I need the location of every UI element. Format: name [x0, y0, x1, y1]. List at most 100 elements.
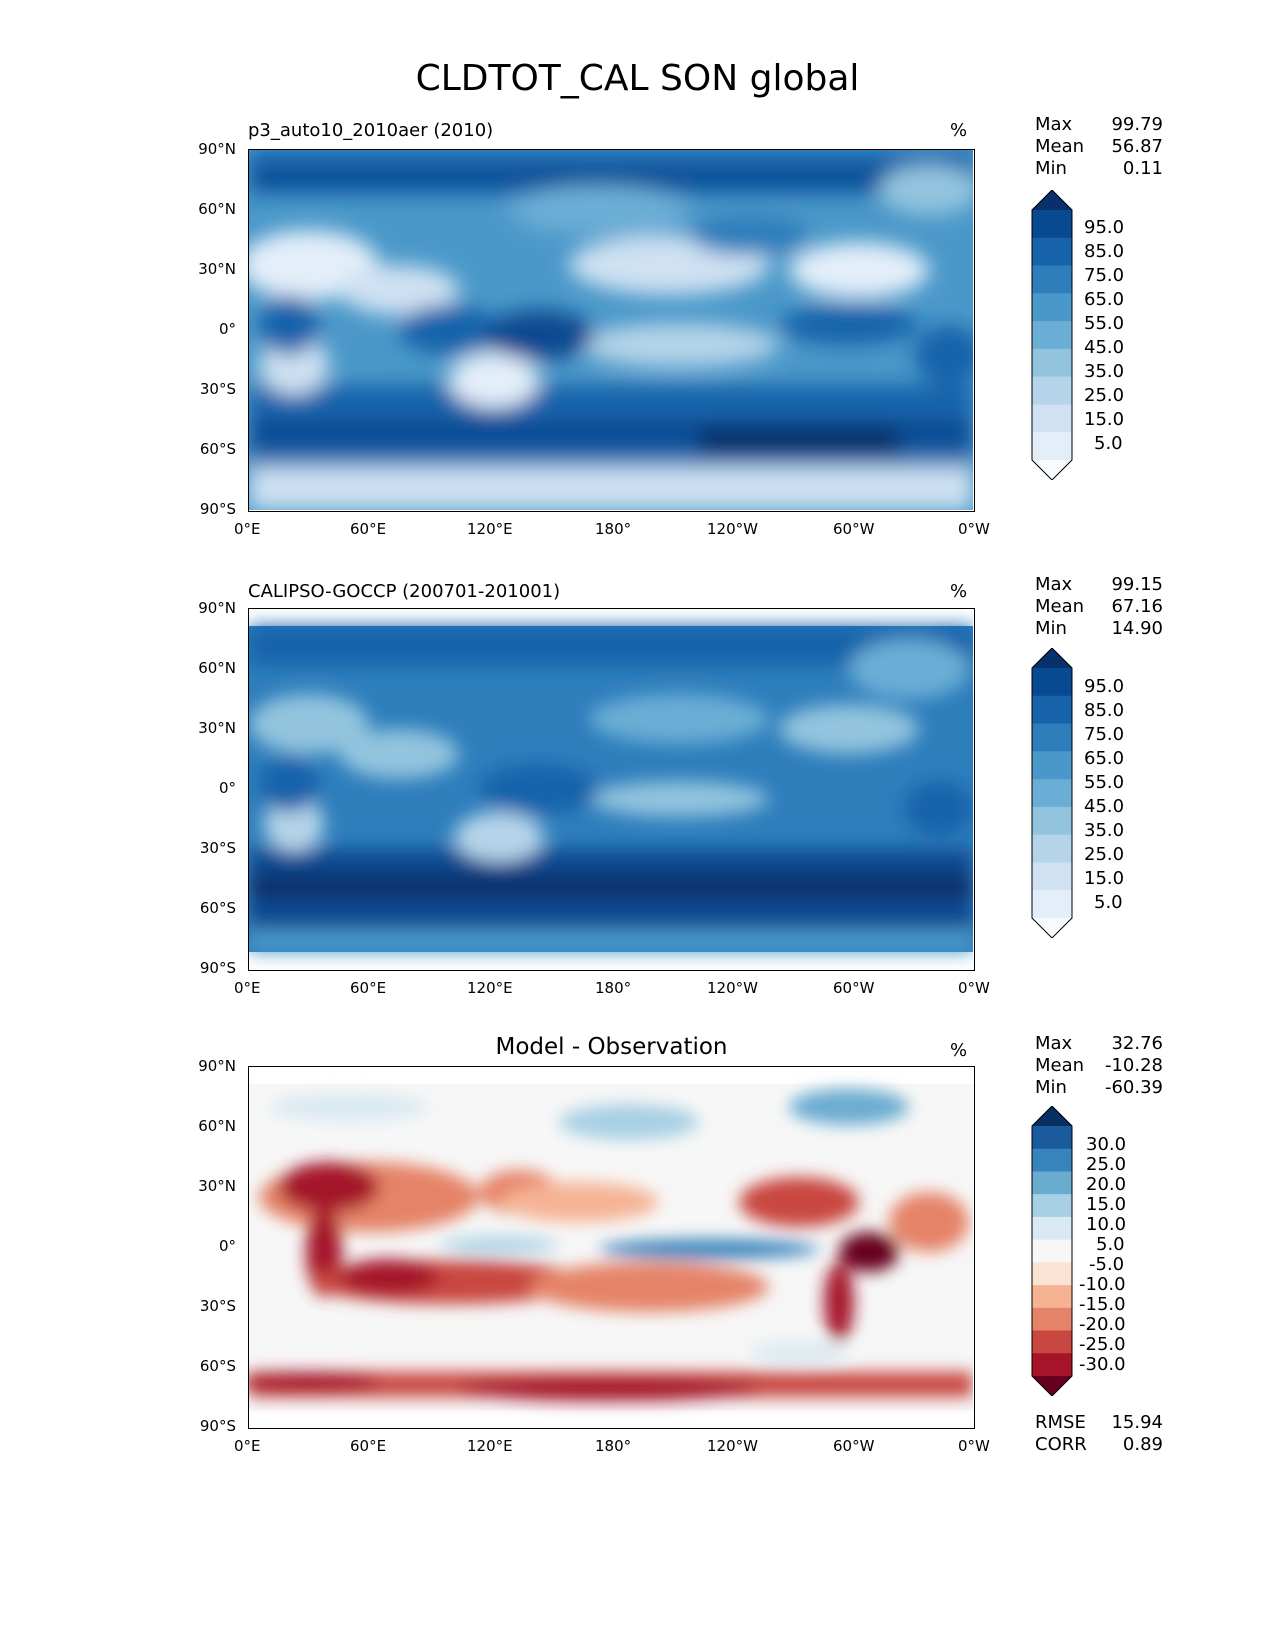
x-tick: 0°E [234, 1437, 261, 1455]
colorbar-label: -20.0 [1079, 1314, 1126, 1335]
colorbar-swatch [1032, 723, 1072, 752]
y-tick: 0° [218, 320, 236, 338]
colorbar-label: 45.0 [1084, 337, 1125, 358]
metrics-box: RMSE 15.94 CORR 0.89 [1035, 1412, 1163, 1456]
panel-title: Model - Observation [495, 1034, 728, 1060]
colorbar-swatch [1032, 862, 1072, 891]
x-tick: 60°E [350, 979, 387, 997]
y-tick: 90°N [198, 140, 236, 158]
units-label: % [950, 581, 968, 602]
y-tick: 90°S [199, 959, 236, 977]
x-tick: 120°W [707, 979, 758, 997]
colorbar-label: -5.0 [1089, 1254, 1125, 1275]
colorbar-swatch [1032, 321, 1072, 350]
x-tick: 120°W [707, 520, 758, 538]
colorbar-label: 25.0 [1084, 385, 1125, 406]
colorbar-swatch [1032, 890, 1072, 919]
units-label: % [950, 120, 968, 141]
colorbar-swatch [1032, 1216, 1072, 1241]
colorbar-swatch [1032, 293, 1072, 322]
colorbar-label: 15.0 [1084, 409, 1125, 430]
stat-min: Min 0.11 [1035, 158, 1163, 179]
x-tick: 0°E [234, 979, 261, 997]
colorbar-label: 5.0 [1094, 892, 1123, 913]
stat-max: Max 32.76 [1035, 1033, 1163, 1054]
colorbar-label: -10.0 [1079, 1274, 1126, 1295]
colorbar-swatch [1032, 376, 1072, 405]
panel-title: CALIPSO-GOCCP (200701-201001) [248, 581, 561, 602]
colorbar-outline [1031, 189, 1073, 481]
colorbar-swatch [1032, 237, 1072, 267]
colorbar-swatch [1032, 751, 1072, 780]
y-tick: 30°N [198, 719, 236, 737]
colorbar-swatches [1031, 1105, 1073, 1397]
x-tick: 0°W [958, 520, 990, 538]
x-tick: 180° [595, 979, 632, 997]
stat-max: Max 99.15 [1035, 574, 1163, 595]
colorbar-label: 65.0 [1084, 748, 1125, 769]
colorbar [1030, 1105, 1074, 1400]
stats-box: Max 32.76 Mean -10.28 Min -60.39 [1035, 1033, 1163, 1099]
colorbar-label: 10.0 [1086, 1214, 1127, 1235]
colorbar-label: 15.0 [1084, 868, 1125, 889]
colorbar-swatch [1032, 1106, 1072, 1126]
stats-box: Max 99.79 Mean 56.87 Min 0.11 [1035, 114, 1163, 180]
colorbar-outline [1031, 647, 1073, 939]
colorbar-swatch [1032, 1239, 1072, 1263]
colorbar-swatch [1032, 265, 1072, 294]
y-tick: 0° [218, 779, 236, 797]
colorbar-swatch [1032, 1148, 1072, 1172]
map-field-diff [249, 1067, 973, 1427]
colorbar-swatch [1032, 348, 1072, 378]
x-tick: 0°W [958, 1437, 990, 1455]
colorbar-swatch [1032, 779, 1072, 808]
colorbar-swatches [1031, 189, 1073, 481]
stat-max: Max 99.79 [1035, 114, 1163, 135]
colorbar-label: 95.0 [1084, 676, 1125, 697]
colorbar-swatch [1032, 404, 1072, 433]
colorbar-swatch [1032, 668, 1072, 697]
colorbar-swatch [1032, 806, 1072, 836]
panel-title: p3_auto10_2010aer (2010) [248, 120, 494, 141]
map-plot [248, 1066, 975, 1429]
colorbar-label: 35.0 [1084, 361, 1125, 382]
colorbar-swatch [1032, 432, 1072, 461]
stat-mean: Mean 67.16 [1035, 596, 1163, 617]
colorbar-swatch [1032, 834, 1072, 863]
x-tick: 0°W [958, 979, 990, 997]
colorbar-label: 85.0 [1084, 241, 1125, 262]
colorbar-swatch [1032, 1307, 1072, 1332]
colorbar-label: 95.0 [1084, 217, 1125, 238]
colorbar-swatch [1032, 1194, 1072, 1218]
colorbar-swatch [1032, 1262, 1072, 1286]
x-tick: 120°E [467, 520, 513, 538]
colorbar-label: 30.0 [1086, 1134, 1127, 1155]
colorbar-swatch [1032, 918, 1072, 938]
colorbar-label: 55.0 [1084, 313, 1125, 334]
colorbar-swatch [1032, 1126, 1072, 1150]
map-plot [248, 608, 975, 971]
colorbar [1030, 189, 1074, 484]
colorbar-label: 25.0 [1084, 844, 1125, 865]
y-tick: 30°S [199, 1297, 236, 1315]
y-tick: 30°S [199, 380, 236, 398]
colorbar-label: 5.0 [1094, 433, 1123, 454]
stats-box: Max 99.15 Mean 67.16 Min 14.90 [1035, 574, 1163, 640]
colorbar-outline [1031, 1105, 1073, 1397]
colorbar-label: 75.0 [1084, 724, 1125, 745]
y-tick: 30°N [198, 260, 236, 278]
x-tick: 60°W [833, 520, 875, 538]
colorbar-label: 15.0 [1086, 1194, 1127, 1215]
x-tick: 180° [595, 520, 632, 538]
y-tick: 90°N [198, 1057, 236, 1075]
x-tick: 60°W [833, 979, 875, 997]
colorbar-label: 25.0 [1086, 1154, 1127, 1175]
y-tick: 60°N [198, 200, 236, 218]
colorbar-label: 75.0 [1084, 265, 1125, 286]
y-tick: 90°S [199, 500, 236, 518]
x-tick: 120°W [707, 1437, 758, 1455]
colorbar-label: 35.0 [1084, 820, 1125, 841]
y-tick: 30°S [199, 839, 236, 857]
colorbar-swatch [1032, 648, 1072, 668]
x-tick: 60°E [350, 520, 387, 538]
